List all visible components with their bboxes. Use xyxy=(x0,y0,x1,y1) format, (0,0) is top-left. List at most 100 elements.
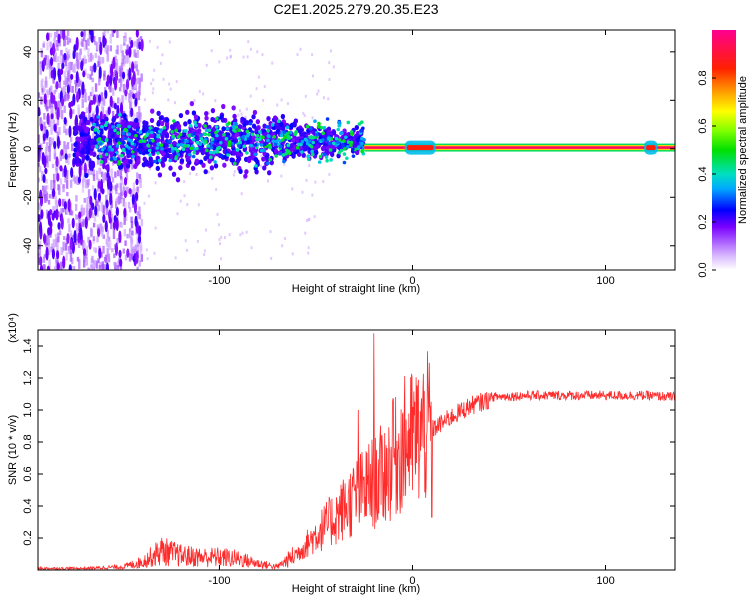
spectrogram-cell xyxy=(56,172,60,182)
spectrogram-cell xyxy=(199,136,204,141)
spectrogram-cell xyxy=(314,143,320,150)
spectrogram-cell xyxy=(104,116,109,122)
spectrogram-cell xyxy=(87,95,91,101)
spectrogram-cell xyxy=(114,171,117,178)
spectrogram-cell xyxy=(140,218,144,227)
spectrogram-cell xyxy=(246,55,249,59)
spectrogram-cell xyxy=(133,40,137,47)
spectrogram-cell xyxy=(174,101,177,105)
spectrogram-cell xyxy=(301,190,304,194)
y-tick-label: 0.4 xyxy=(22,498,34,513)
spectrogram-cell xyxy=(63,96,66,102)
spectrogram-cell xyxy=(43,254,47,259)
spectrogram-cell xyxy=(274,139,279,144)
spectrogram-cell xyxy=(276,103,279,107)
spectrogram-cell xyxy=(143,201,146,205)
spectrogram-cell xyxy=(46,162,49,168)
spectrogram-cell xyxy=(53,31,57,39)
spectrogram-cell xyxy=(70,167,74,179)
spectrogram-cell xyxy=(121,71,126,80)
spectrogram-cell xyxy=(271,61,274,65)
spectrogram-cell xyxy=(73,63,76,73)
spectrogram-cell xyxy=(170,146,175,151)
spectrogram-cell xyxy=(259,148,264,153)
spectrogram-cell xyxy=(72,159,78,165)
spectrogram-cell xyxy=(84,68,87,76)
spectrogram-cell xyxy=(349,140,354,145)
spectrogram-cell xyxy=(46,63,49,70)
spectrogram-cell xyxy=(115,49,118,54)
spectrogram-cell xyxy=(123,190,128,199)
spectrogram-cell xyxy=(136,172,139,179)
spectrogram-cell xyxy=(96,185,100,192)
spectrogram-cell xyxy=(220,235,223,239)
spectrogram-cell xyxy=(134,215,138,227)
spectrogram-cell xyxy=(70,62,73,71)
spectrogram-cell xyxy=(344,135,348,140)
spectrogram-cell xyxy=(92,36,96,43)
spectrogram-cell xyxy=(350,132,354,137)
spectrogram-cell xyxy=(78,114,84,120)
spectrogram-cell xyxy=(208,170,211,174)
spectrogram-cell xyxy=(236,152,241,158)
spectrogram-cell xyxy=(183,121,188,127)
spectrogram-cell xyxy=(135,30,139,38)
colorbar: 0.0 0.2 0.4 0.6 0.8 Normalized spectral ampl… xyxy=(697,30,749,278)
spectrogram-cell xyxy=(168,139,172,144)
spectrogram-cell xyxy=(68,223,71,233)
spectrogram-cell xyxy=(215,116,219,121)
spectrogram-cell xyxy=(288,130,293,135)
spectrogram-cell xyxy=(94,94,98,103)
spectrogram-cell xyxy=(129,101,132,110)
spectrogram-cell xyxy=(227,121,231,125)
spectrogram-cell xyxy=(203,169,208,175)
spectrogram-cell xyxy=(192,150,197,155)
spectrogram-cell xyxy=(306,154,311,158)
spectrogram-cell xyxy=(99,160,104,164)
spectrogram-cell xyxy=(357,145,361,149)
spectrogram-cell xyxy=(242,122,247,128)
spectrogram-cell xyxy=(65,77,68,88)
spectrogram-cell xyxy=(324,155,329,159)
spectrogram-cell xyxy=(253,143,258,147)
spectrogram-cell xyxy=(234,125,239,129)
spectrogram-cell xyxy=(117,154,120,160)
spectrogram-cell xyxy=(115,144,120,148)
spectrogram-cell xyxy=(151,91,154,95)
spectrogram-cell xyxy=(46,41,49,51)
spectrogram-cell xyxy=(211,126,217,132)
spectrogram-cell xyxy=(286,149,291,154)
spectrogram-cell xyxy=(48,147,51,156)
spectrogram-cell xyxy=(245,139,251,145)
spectrogram-cell xyxy=(54,262,58,270)
spectrogram-cell xyxy=(203,249,206,253)
spectrogram-cell xyxy=(153,159,157,164)
spectrogram-cell xyxy=(44,194,47,203)
spectrogram-cell xyxy=(130,248,133,258)
spectrogram-cell xyxy=(83,162,87,176)
spectrogram-cell xyxy=(208,144,213,148)
spectrogram-cell xyxy=(87,168,90,175)
spectrogram-cell xyxy=(205,63,208,67)
spectrogram-cell xyxy=(272,135,277,139)
spectrogram-cell xyxy=(112,56,116,70)
spectrogram-cell xyxy=(168,82,171,86)
spectrogram-cell xyxy=(118,87,122,92)
spectrogram-cell xyxy=(90,228,93,237)
spectrogram-cell xyxy=(202,141,207,145)
spectrogram-cell xyxy=(104,220,108,233)
spectrogram-cell xyxy=(109,33,112,44)
spectrogram-cell xyxy=(270,256,273,260)
spectrogram-cell xyxy=(80,149,85,155)
spectrogram-cell xyxy=(97,61,100,68)
spectrogram-cell xyxy=(122,83,126,93)
spectrogram-cell xyxy=(239,109,242,113)
spectrogram-cell xyxy=(129,190,133,197)
spectrogram-cell xyxy=(146,257,149,261)
snr-y-multiplier: (x10⁴) xyxy=(7,313,19,343)
spectrogram-cell xyxy=(75,91,80,103)
spectrogram-cell xyxy=(120,62,124,71)
spectrogram-cell xyxy=(304,94,307,98)
spectrogram-cell xyxy=(126,153,131,159)
spectrogram-cell xyxy=(98,150,101,159)
